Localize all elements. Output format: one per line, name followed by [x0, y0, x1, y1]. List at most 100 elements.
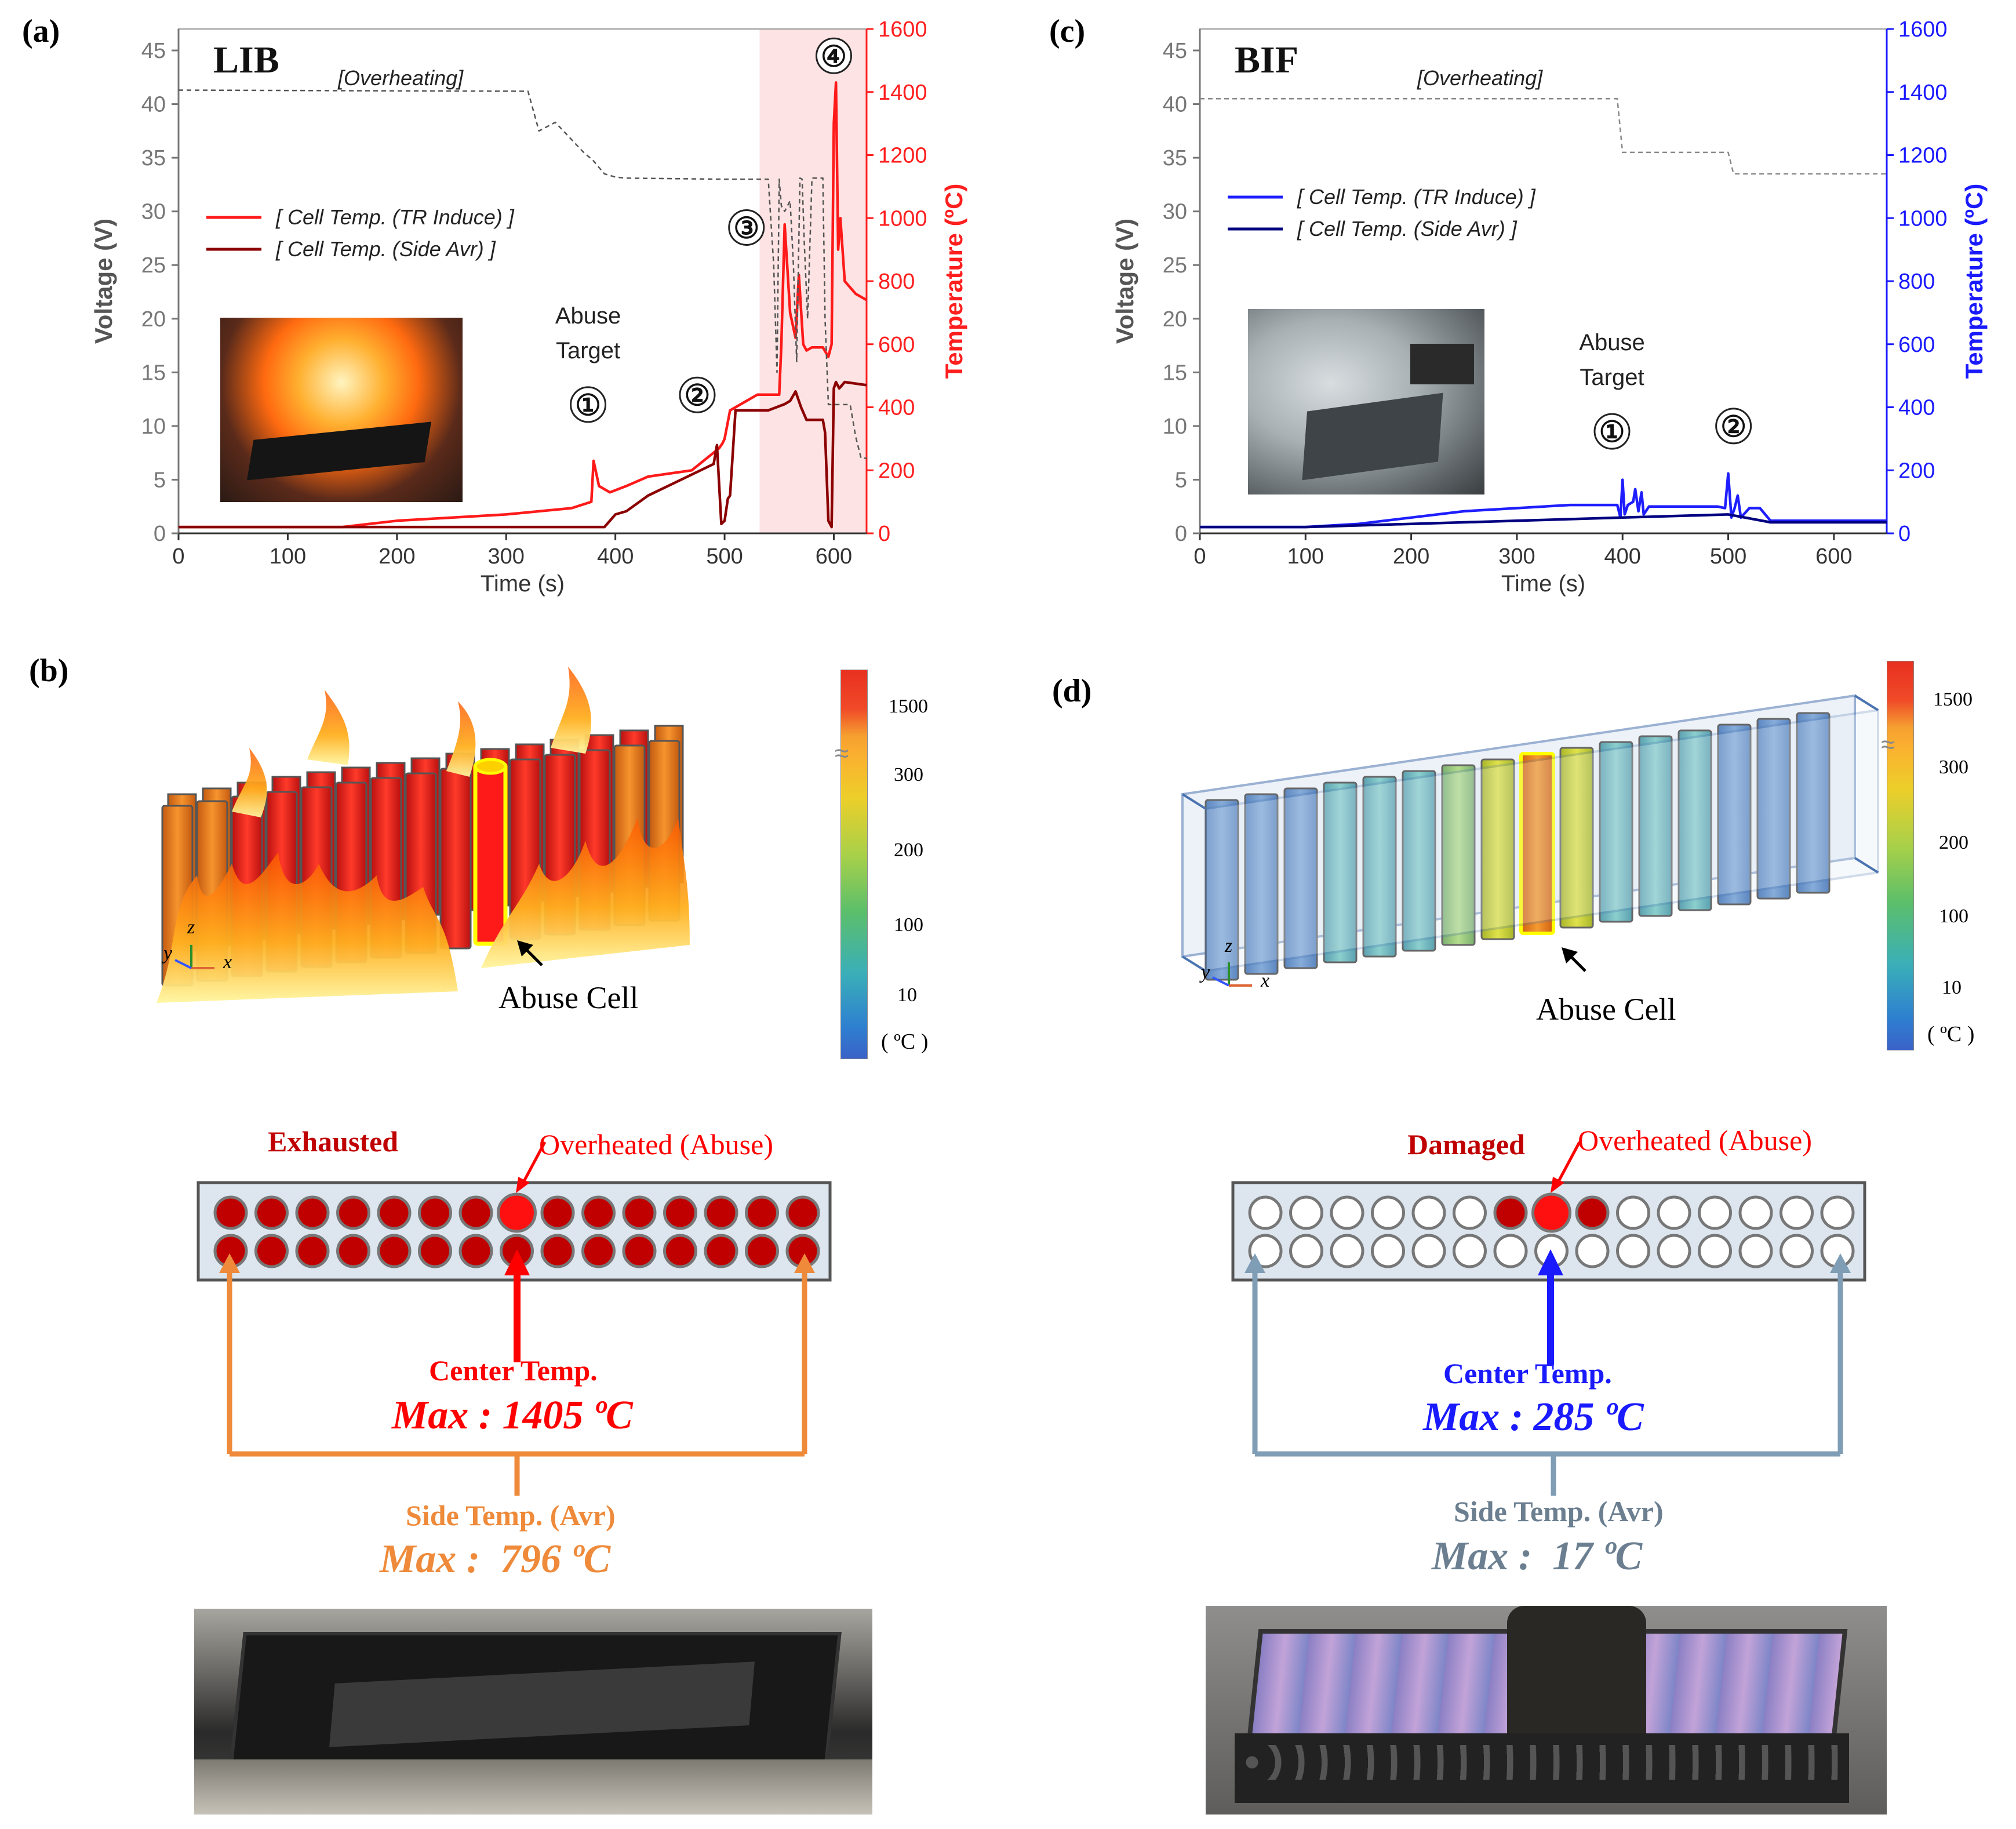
- center-temp-label-left: Center Temp.: [429, 1354, 598, 1387]
- marker-circle: [815, 37, 852, 74]
- y-tick-label: 45: [1163, 39, 1187, 63]
- cell-circle: [1531, 1192, 1571, 1233]
- y2-tick-label: 1200: [878, 144, 927, 168]
- series-line-2: [178, 89, 867, 459]
- axis-z-label-d: z: [1224, 935, 1232, 957]
- chart-lib: 0 100 200 300 400 500 600 0 5 10 15 20 25 30 35 40 45 0 20…: [90, 17, 967, 597]
- abuse-cell-label-b: Abuse Cell: [498, 980, 639, 1015]
- y-axis-label: Voltage (V): [90, 219, 117, 344]
- cell-circle: [336, 1195, 370, 1230]
- abuse-cell-highlight-bif: [1519, 752, 1555, 935]
- panel-label-b: (b): [29, 653, 69, 689]
- cell-circle: [1780, 1234, 1814, 1268]
- marker-circle: [1715, 408, 1752, 445]
- cell-circle: [418, 1234, 452, 1268]
- cell-circle: [663, 1234, 697, 1268]
- axis-triad: [174, 945, 214, 969]
- x-tick-label: 400: [597, 544, 634, 569]
- y-tick-label: 40: [1163, 93, 1187, 117]
- cell-circle: [1453, 1195, 1487, 1230]
- abuse-label-left: Overheated (Abuse): [539, 1128, 773, 1161]
- state-label-left: Exhausted: [268, 1125, 399, 1158]
- y-tick-label: 15: [1163, 361, 1187, 385]
- colorbar-d: [1887, 661, 1914, 1050]
- axis-x-label-d: x: [1260, 970, 1269, 991]
- cell-circle: [1330, 1195, 1364, 1230]
- colorbar-break-icon: ≈: [835, 739, 849, 768]
- colorbar-b: [840, 670, 868, 1059]
- side-temp-label-left: Side Temp. (Avr): [406, 1499, 616, 1532]
- y-axis-label: Voltage (V): [1111, 219, 1138, 344]
- marker-number: ①: [575, 389, 601, 421]
- y2-axis-label: Temperature (ºC): [940, 184, 967, 379]
- cell-circle: [1575, 1234, 1610, 1268]
- cell-circle: [1575, 1195, 1610, 1230]
- colorbar-break-icon-d: ≈: [1881, 730, 1895, 759]
- axis-triad-d: [1212, 962, 1252, 987]
- abuse-pointer-arrow-d: [1562, 947, 1586, 972]
- marker-circle: [570, 386, 607, 423]
- marker-label2: Target: [556, 338, 620, 363]
- cell-circle: [1289, 1195, 1323, 1230]
- marker-number: ④: [821, 40, 847, 72]
- cell-circle: [213, 1195, 248, 1230]
- x-tick-label: 200: [1393, 544, 1429, 569]
- series-line-0: [1200, 472, 1887, 529]
- cell-circle: [745, 1234, 779, 1268]
- cell-circle: [1780, 1195, 1814, 1230]
- y2-axis-label: Temperature (ºC): [1960, 184, 1988, 379]
- cell-circle: [1411, 1195, 1446, 1230]
- cell-circle: [377, 1195, 412, 1230]
- y-tick-label: 0: [154, 522, 166, 546]
- cell-circle: [663, 1195, 697, 1230]
- panel-label-d: (d): [1052, 673, 1092, 709]
- cell-circle: [704, 1195, 738, 1230]
- y2-tick-label: 400: [878, 396, 915, 420]
- cell-circle: [1371, 1195, 1405, 1230]
- y2-tick-label: 400: [1898, 396, 1935, 420]
- y2-tick-label: 1000: [1898, 206, 1948, 231]
- legend-label: [ Cell Temp. (Side Avr) ]: [275, 237, 496, 261]
- y2-tick-label: 1600: [1898, 17, 1948, 42]
- state-label-right: Damaged: [1407, 1128, 1525, 1161]
- colorbar-tick-10-b: 10: [897, 984, 917, 1006]
- colorbar-tick-300-d: 300: [1939, 757, 1968, 778]
- cell-circle: [1698, 1234, 1732, 1268]
- chart-title: LIB: [213, 39, 279, 81]
- colorbar-tick-200-b: 200: [894, 839, 923, 861]
- schematic-bif: [1231, 1141, 1866, 1496]
- cell-circle: [1738, 1234, 1773, 1268]
- y2-tick-label: 1600: [878, 17, 927, 42]
- y2-tick-label: 600: [1898, 333, 1935, 357]
- center-max-left: Max : 1405 ºC: [392, 1393, 633, 1438]
- legend-label: [ Cell Temp. (Side Avr) ]: [1297, 217, 1518, 241]
- schematic-lib: [196, 1141, 832, 1496]
- cell-circle: [1371, 1234, 1405, 1268]
- x-tick-label: 300: [1498, 544, 1535, 569]
- y2-tick-label: 800: [1898, 270, 1935, 294]
- cell-circle: [581, 1195, 616, 1230]
- overheating-annotation: [Overheating]: [337, 66, 464, 90]
- abuse-cell-highlight: [473, 762, 508, 946]
- side-temp-label-right: Side Temp. (Avr): [1454, 1495, 1664, 1528]
- cell-circle: [1493, 1195, 1528, 1230]
- x-tick-label: 400: [1604, 544, 1641, 569]
- marker-circle: [1593, 413, 1631, 450]
- colorbar-unit-b: ( ºC ): [881, 1030, 929, 1054]
- module-3d-lib: y z x: [157, 667, 690, 1003]
- x-tick-label: 0: [172, 544, 184, 569]
- panel-label-a: (a): [22, 13, 60, 49]
- colorbar-unit-d: ( ºC ): [1927, 1022, 1975, 1046]
- x-tick-label: 0: [1193, 544, 1206, 569]
- side-max-right: Max : 17 ºC: [1432, 1534, 1643, 1579]
- x-axis-label: Time (s): [481, 571, 565, 597]
- marker-circle: [679, 376, 716, 413]
- x-tick-label: 300: [488, 544, 525, 569]
- damaged-module-photo-icon: [1206, 1606, 1887, 1815]
- y-tick-label: 30: [141, 200, 166, 224]
- cell-grid-lib: [213, 1192, 820, 1268]
- x-tick-label: 600: [1815, 544, 1852, 569]
- y2-tick-label: 1400: [878, 81, 927, 105]
- chart-bif: 0 100 200 300 400 500 600 0 5 10 15 20 25 30 35 40 45 0 20…: [1111, 17, 1988, 597]
